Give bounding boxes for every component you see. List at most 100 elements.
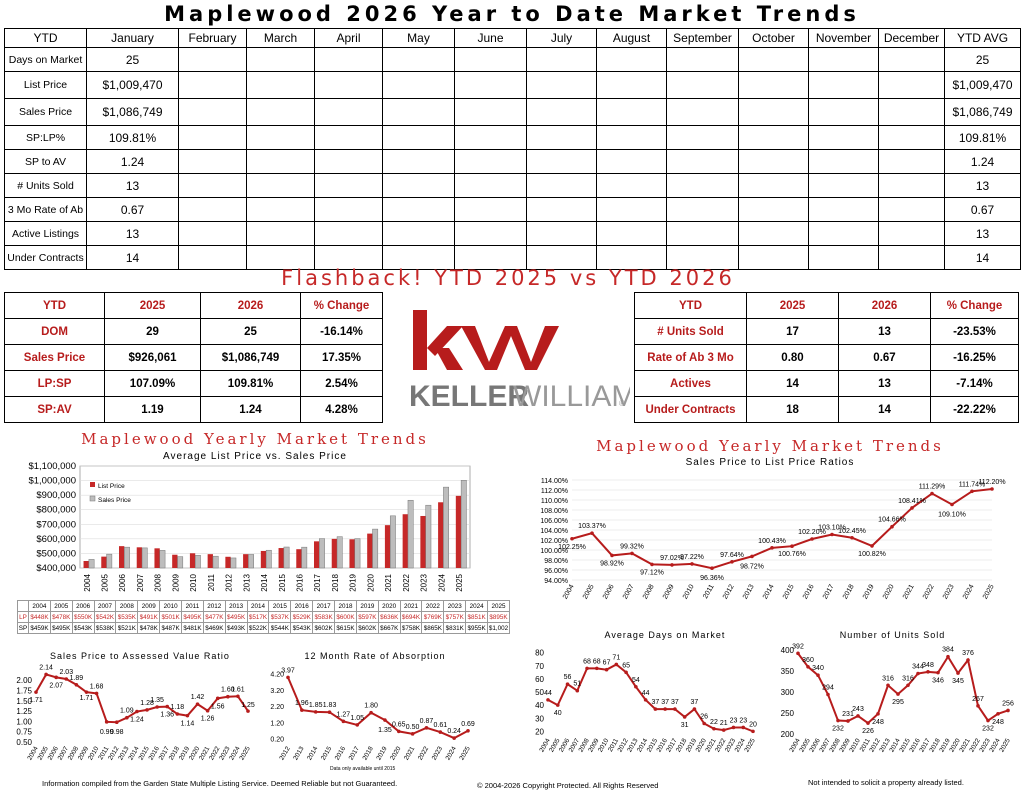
bar-table-row-label: LP: [17, 611, 29, 623]
data-label: 1.28: [140, 700, 154, 707]
ytd-empty-cell: [808, 125, 879, 150]
ytd-row-label: SP to AV: [4, 149, 87, 174]
ytd-row: SP:LP% 109.81% 109.81%: [4, 125, 1021, 150]
ytd-empty-cell: [314, 149, 383, 174]
y-tick-label: 1.50: [16, 697, 32, 706]
bar-table-cell: $538K: [93, 622, 117, 634]
compare-row-label: Sales Price: [4, 344, 105, 371]
data-point: [466, 728, 470, 733]
spav-chart-title: Sales Price to Assessed Value Ratio: [50, 651, 230, 661]
ytd-january-cell: 13: [86, 173, 179, 198]
ytd-empty-cell: [526, 149, 597, 174]
x-tick-label: 2012: [722, 583, 736, 600]
list-price-bar: [172, 554, 178, 568]
data-point: [721, 728, 726, 732]
ytd-avg-cell: 14: [944, 245, 1021, 270]
y-tick-label: $600,000: [36, 534, 76, 545]
data-label: 1.35: [150, 697, 164, 704]
sales-price-bar: [88, 559, 95, 569]
data-label: 376: [962, 650, 974, 657]
sales-price-bar: [194, 555, 201, 569]
ytd-header-cell: May: [382, 28, 455, 48]
data-point: [730, 560, 734, 564]
compare-cell: 14: [838, 396, 931, 423]
ytd-january-cell: $1,009,470: [86, 71, 179, 99]
data-point: [990, 487, 994, 491]
ytd-empty-cell: [246, 173, 315, 198]
data-label: 1.83: [323, 702, 337, 709]
data-label: 20: [749, 721, 757, 728]
bar-table-cell: $501K: [159, 611, 183, 623]
bar-table-cell: $535K: [115, 611, 139, 623]
ytd-empty-cell: [178, 197, 247, 222]
bar-table-cell: $459K: [28, 622, 51, 634]
ytd-empty-cell: [596, 71, 667, 99]
bar-table-cell: $495K: [181, 611, 204, 623]
x-tick-label: 2014: [260, 573, 269, 591]
data-point: [910, 506, 914, 510]
ytd-empty-cell: [314, 71, 383, 99]
ytd-row: 3 Mo Rate of Ab 0.67 0.67: [4, 197, 1021, 222]
bar-table-cell: $583K: [312, 611, 336, 623]
data-point: [826, 692, 830, 697]
data-point: [383, 718, 387, 722]
data-label: 345: [952, 678, 964, 685]
series-line: [797, 652, 1009, 725]
series-line: [35, 673, 249, 724]
ytd-empty-cell: [382, 245, 455, 270]
sales-price-bar: [124, 546, 130, 569]
data-point: [410, 732, 415, 736]
y-tick-label: 40: [535, 701, 544, 710]
ytd-january-cell: $1,086,749: [86, 98, 179, 126]
y-tick-label: 0.50: [16, 738, 32, 747]
ytd-header-cell: July: [526, 28, 597, 48]
x-tick-label: 2020: [882, 583, 896, 600]
ytd-empty-cell: [382, 125, 455, 150]
ytd-empty-cell: [454, 71, 527, 99]
ratio-chart-subtitle: Sales Price to List Price Ratios: [685, 457, 855, 468]
compare-cell: 13: [838, 318, 931, 345]
data-point: [866, 721, 870, 725]
data-point: [185, 713, 190, 718]
compare-cell: 18: [746, 396, 839, 423]
series-line: [287, 676, 469, 740]
compare-cell: 109.81%: [200, 370, 301, 397]
y-tick-label: 70: [535, 662, 544, 671]
data-point: [604, 667, 609, 672]
list-price-bar: [189, 553, 196, 568]
x-tick-label: 2009: [171, 573, 180, 591]
bar-table-cell: $758K: [399, 622, 423, 634]
y-tick-label: 3.20: [270, 688, 284, 695]
data-label: 2.03: [59, 669, 73, 676]
compare-header-cell: 2026: [838, 292, 931, 319]
ytd-empty-cell: [454, 173, 527, 198]
x-tick-label: 2005: [582, 583, 596, 600]
y-tick-label: 104.00%: [540, 528, 568, 535]
sales-price-bar: [106, 553, 113, 569]
x-tick-label: 2013: [742, 583, 756, 600]
dom-chart-title: Average Days on Market: [604, 630, 726, 640]
bar-table-cell: $522K: [246, 622, 270, 634]
ytd-header-cell: February: [178, 28, 247, 48]
data-point: [630, 551, 634, 556]
bar-table-corner: [17, 600, 29, 612]
data-point: [976, 704, 980, 708]
x-tick-label: 2010: [682, 583, 696, 600]
data-label: 1.05: [350, 715, 364, 722]
x-tick-label: 2011: [702, 583, 716, 600]
data-label: 248: [992, 719, 1004, 726]
y-tick-label: $700,000: [36, 519, 76, 530]
compare-cell: 1.24: [200, 396, 301, 423]
bar-table-cell: $543K: [290, 622, 314, 634]
data-label: 226: [862, 728, 874, 735]
ytd-avg-cell: 13: [944, 221, 1021, 246]
compare-cell: 0.67: [838, 344, 931, 371]
compare-cell: 13: [838, 370, 931, 397]
data-label: 56: [564, 674, 572, 681]
sales-price-bar: [354, 538, 361, 569]
ytd-empty-cell: [808, 173, 879, 198]
ytd-empty-cell: [596, 149, 667, 174]
x-tick-label: 2022: [417, 745, 430, 761]
data-label: 0.24: [447, 728, 461, 735]
